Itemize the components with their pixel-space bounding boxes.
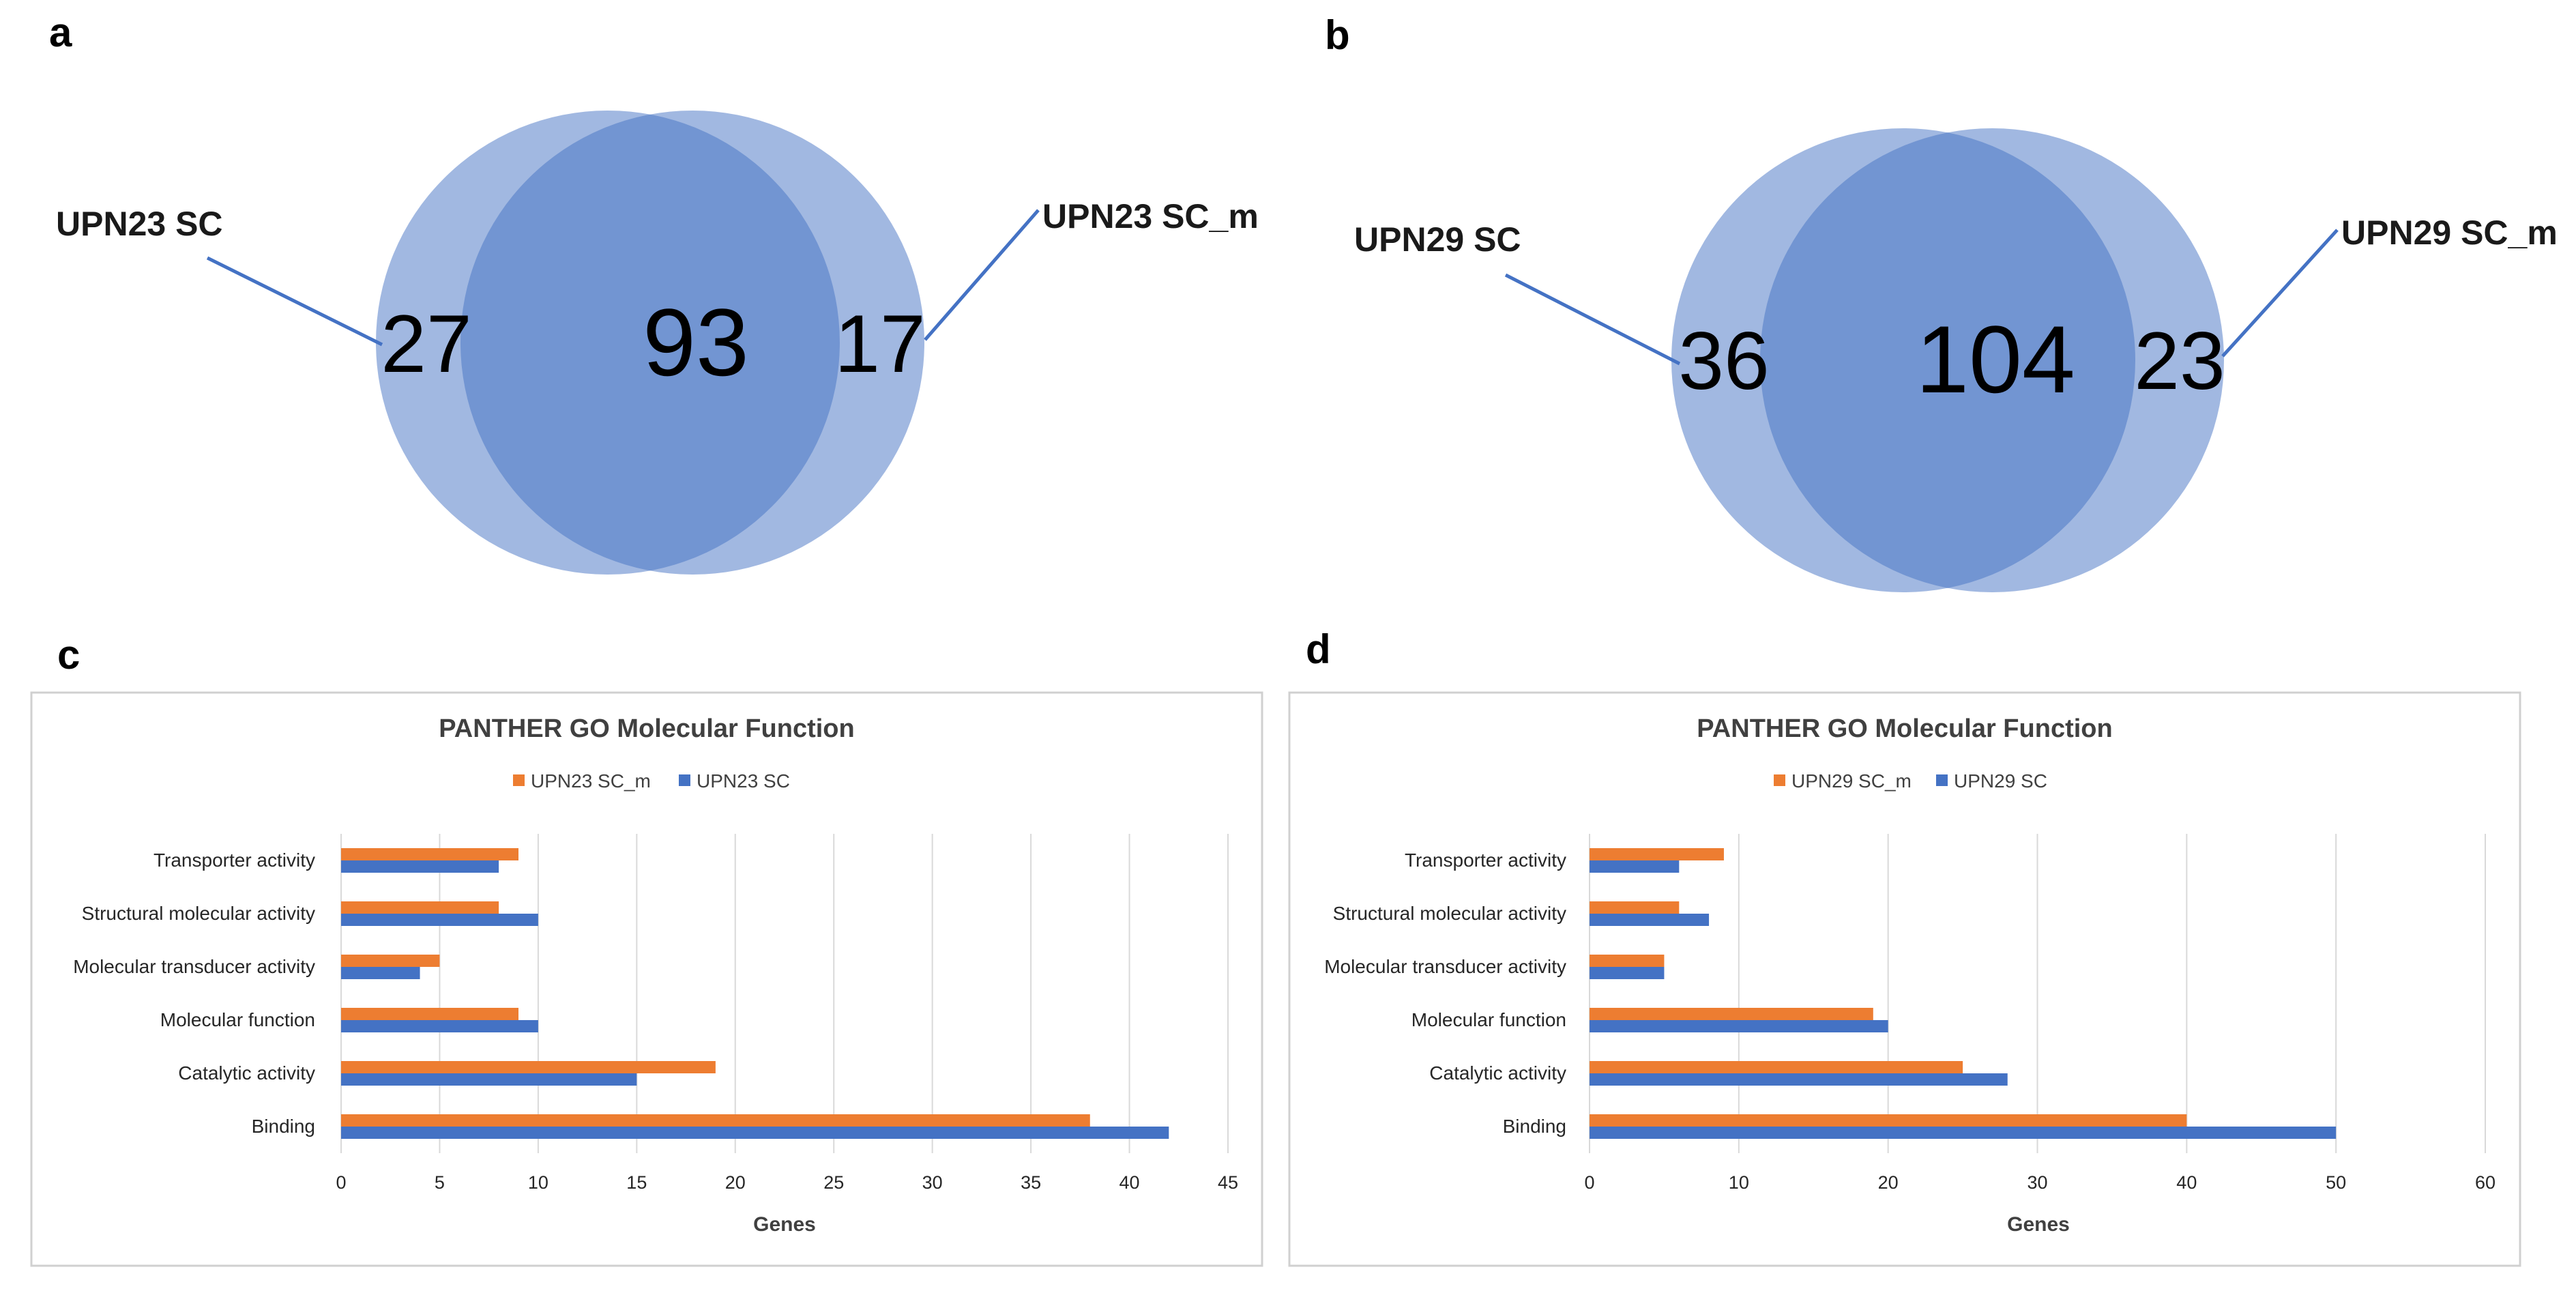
chart-c-x-tick-label: 45 [1218, 1172, 1238, 1193]
chart-d-bar-sc [1590, 1127, 2337, 1139]
chart-d-bar-m [1590, 848, 1724, 860]
venn-a-right-leader-line [924, 209, 1040, 341]
venn-diagram-b: UPN29 SC UPN29 SC_m 36 104 23 [1354, 128, 2558, 592]
chart-d-x-tick-label: 60 [2475, 1172, 2496, 1193]
chart-d-x-tick-label: 40 [2176, 1172, 2197, 1193]
chart-c-category-label: Binding [252, 1116, 315, 1137]
chart-c-plot-area: 0 5 10 15 20 25 30 35 40 45 Transporter activity St… [73, 834, 1238, 1193]
venn-a-left-only-count: 27 [381, 298, 471, 390]
chart-c-legend-label-m: UPN23 SC_m [531, 770, 651, 792]
chart-c-bar-m [341, 1061, 716, 1073]
chart-c-bar-sc [341, 1020, 538, 1032]
chart-c-category-label: Molecular transducer activity [73, 956, 315, 977]
chart-c-bar-m [341, 901, 499, 914]
chart-d-bar-sc [1590, 914, 1710, 926]
venn-a-right-only-count: 17 [834, 298, 925, 390]
bar-chart-c: PANTHER GO Molecular Function UPN23 SC_m… [30, 691, 1263, 1267]
chart-c-legend-swatch-sc [679, 774, 690, 786]
chart-d-x-tick-label: 50 [2326, 1172, 2346, 1193]
chart-d-x-tick-label: 10 [1729, 1172, 1749, 1193]
chart-c-x-tick-label: 40 [1119, 1172, 1140, 1193]
venn-a-right-circle [460, 111, 924, 575]
chart-d-x-axis-title: Genes [2007, 1213, 2070, 1236]
chart-c-bar-m [341, 1008, 518, 1020]
chart-d-legend-label-m: UPN29 SC_m [1791, 770, 1912, 792]
chart-c-bar-sc [341, 914, 538, 926]
chart-c-bar-sc [341, 860, 499, 873]
chart-d-bar-m [1590, 901, 1680, 914]
chart-d-frame [1288, 691, 2521, 1267]
panel-letter-c: c [57, 632, 80, 678]
chart-c-frame [30, 691, 1263, 1267]
chart-d-x-tick-label: 0 [1584, 1172, 1594, 1193]
chart-d-title: PANTHER GO Molecular Function [1697, 714, 2112, 743]
chart-c-x-tick-label: 20 [725, 1172, 746, 1193]
chart-d-bar-sc [1590, 967, 1665, 979]
chart-d-bar-m [1590, 1114, 2187, 1127]
venn-b-overlap-count: 104 [1916, 306, 2075, 413]
panel-letter-d: d [1306, 626, 1331, 672]
chart-d-bar-m [1590, 1008, 1873, 1020]
chart-c-bar-sc [341, 1127, 1169, 1139]
chart-c-category-label: Molecular function [160, 1009, 315, 1030]
chart-d-legend-label-sc: UPN29 SC [1954, 770, 2047, 792]
chart-d-category-label: Molecular function [1411, 1009, 1566, 1030]
venn-a-right-label: UPN23 SC_m [1042, 197, 1259, 235]
chart-c-legend-swatch-m [513, 774, 525, 786]
venn-a-left-leader-line [206, 256, 383, 347]
venn-b-left-leader-line [1504, 273, 1681, 366]
chart-c-legend-label-sc: UPN23 SC [697, 770, 790, 792]
chart-c-x-tick-label: 35 [1021, 1172, 1041, 1193]
chart-c-category-label: Catalytic activity [178, 1062, 315, 1084]
chart-c-title: PANTHER GO Molecular Function [439, 714, 854, 743]
panel-letter-a: a [49, 10, 72, 55]
chart-d-legend-swatch-m [1774, 774, 1785, 786]
venn-a-left-label: UPN23 SC [56, 205, 223, 243]
chart-d-bar-m [1590, 955, 1665, 967]
chart-d-category-label: Structural molecular activity [1333, 903, 1566, 924]
chart-c-bar-m [341, 848, 518, 860]
chart-d-category-label: Binding [1503, 1116, 1566, 1137]
chart-c-category-label: Structural molecular activity [82, 903, 315, 924]
chart-d-bar-sc [1590, 860, 1680, 873]
venn-b-right-leader-line [2221, 229, 2339, 358]
venn-b-left-only-count: 36 [1678, 315, 1769, 407]
venn-b-left-label: UPN29 SC [1354, 220, 1521, 259]
chart-c-x-tick-label: 30 [922, 1172, 943, 1193]
chart-d-x-tick-label: 20 [1878, 1172, 1899, 1193]
venn-b-right-circle [1760, 128, 2224, 592]
chart-c-category-label: Transporter activity [153, 850, 315, 871]
chart-c-x-tick-label: 10 [528, 1172, 548, 1193]
chart-c-x-tick-label: 0 [336, 1172, 346, 1193]
chart-c-x-tick-label: 25 [823, 1172, 844, 1193]
chart-c-legend: UPN23 SC_m UPN23 SC [513, 770, 790, 792]
bar-chart-d: PANTHER GO Molecular Function UPN29 SC_m… [1288, 691, 2521, 1267]
chart-c-x-axis-title: Genes [753, 1213, 816, 1236]
venn-b-right-only-count: 23 [2134, 315, 2225, 407]
chart-d-bar-sc [1590, 1020, 1888, 1032]
chart-d-category-label: Molecular transducer activity [1324, 956, 1566, 977]
chart-c-bar-m [341, 955, 440, 967]
chart-c-bar-sc [341, 967, 420, 979]
venn-a-overlap-count: 93 [643, 289, 749, 396]
chart-d-plot-area: 0 10 20 30 40 50 60 Transporter activity Structu… [1324, 834, 2496, 1193]
chart-d-x-tick-label: 30 [2027, 1172, 2047, 1193]
chart-d-category-label: Catalytic activity [1429, 1062, 1566, 1084]
venn-b-right-label: UPN29 SC_m [2341, 214, 2558, 252]
chart-d-legend-swatch-sc [1936, 774, 1948, 786]
chart-c-x-tick-label: 5 [435, 1172, 445, 1193]
chart-c-bar-sc [341, 1073, 637, 1086]
panel-letter-b: b [1325, 12, 1350, 58]
chart-d-category-label: Transporter activity [1405, 850, 1566, 871]
chart-d-bar-sc [1590, 1073, 2008, 1086]
venn-diagram-a: UPN23 SC UPN23 SC_m 27 93 17 [56, 111, 1259, 575]
chart-c-bar-m [341, 1114, 1090, 1127]
chart-c-x-tick-label: 15 [626, 1172, 647, 1193]
chart-d-bar-m [1590, 1061, 1963, 1073]
chart-d-legend: UPN29 SC_m UPN29 SC [1774, 770, 2047, 792]
